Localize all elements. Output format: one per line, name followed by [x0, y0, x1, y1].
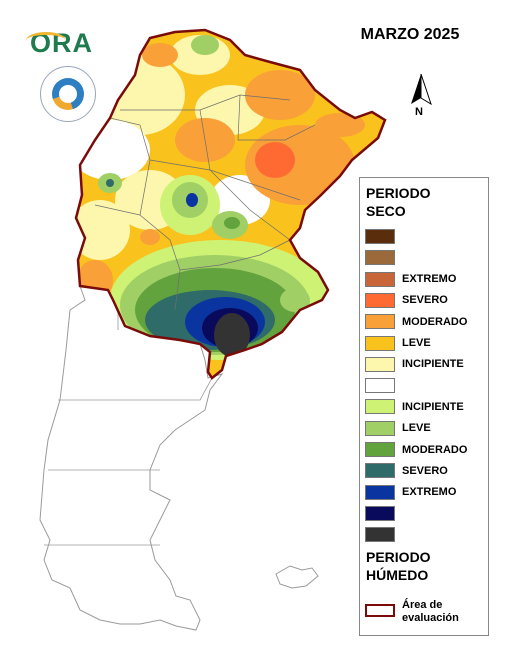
- legend-swatch: [365, 463, 395, 479]
- legend-item: EXTREMO: [365, 484, 456, 501]
- legend-item: [365, 377, 402, 394]
- map-title: MARZO 2025: [360, 26, 460, 43]
- legend-label: SEVERO: [402, 294, 448, 307]
- legend-swatch: [365, 292, 395, 308]
- legend-item: [365, 505, 402, 522]
- legend-item: [365, 526, 402, 543]
- legend-wet-header: PERIODO HÚMEDO: [366, 549, 431, 583]
- argentina-outline: [39, 285, 224, 631]
- legend-label: LEVE: [402, 337, 431, 349]
- legend-item: INCIPIENTE: [365, 356, 464, 373]
- legend-item: MODERADO: [365, 313, 467, 330]
- legend-swatch: [365, 527, 395, 543]
- legend-swatch: [365, 484, 395, 500]
- legend-item: EXTREMO: [365, 271, 456, 288]
- legend-label: INCIPIENTE: [402, 400, 464, 413]
- legend-swatch: [365, 250, 395, 266]
- legend-label: MODERADO: [402, 315, 468, 328]
- legend-item: SEVERO: [365, 292, 448, 309]
- malvinas-islands: [275, 565, 319, 589]
- legend-swatch: [365, 399, 395, 415]
- evaluation-area-outline: [74, 28, 387, 380]
- legend-item: SEVERO: [365, 462, 448, 479]
- legend-item: INCIPIENTE: [365, 398, 464, 415]
- legend-item: MODERADO: [365, 441, 467, 458]
- legend-label: EXTREMO: [402, 486, 457, 499]
- legend-swatch: [365, 229, 395, 244]
- ora-logo: ORA: [26, 28, 100, 60]
- legend-area-label: Área de evaluación: [402, 599, 459, 624]
- legend-swatch: [365, 271, 395, 287]
- legend-label: EXTREMO: [402, 273, 457, 286]
- legend-item: LEVE: [365, 335, 431, 352]
- legend-area-swatch: [365, 604, 395, 617]
- province-borders: [94, 94, 316, 311]
- legend-label: SEVERO: [402, 464, 448, 477]
- legend-swatch: [365, 505, 395, 521]
- legend-area-row: [365, 602, 395, 619]
- institution-seal: [40, 66, 96, 122]
- legend-label: INCIPIENTE: [402, 358, 464, 371]
- legend-item: [365, 228, 402, 245]
- legend-dry-header: PERIODO SECO: [366, 185, 431, 219]
- north-arrow-icon: [411, 73, 432, 106]
- legend-swatch: [365, 335, 395, 351]
- legend-item: [365, 249, 402, 266]
- legend: PERIODO SECO EXTREMO SEVERO MODERADO LEVE IN…: [359, 177, 489, 636]
- legend-label: LEVE: [402, 422, 431, 435]
- legend-swatch: [365, 442, 395, 457]
- legend-swatch: [365, 420, 395, 436]
- legend-swatch: [365, 314, 395, 330]
- north-label: N: [415, 106, 423, 118]
- legend-swatch: [365, 356, 395, 372]
- legend-item: LEVE: [365, 420, 431, 437]
- legend-swatch: [365, 378, 395, 394]
- legend-label: MODERADO: [402, 443, 468, 456]
